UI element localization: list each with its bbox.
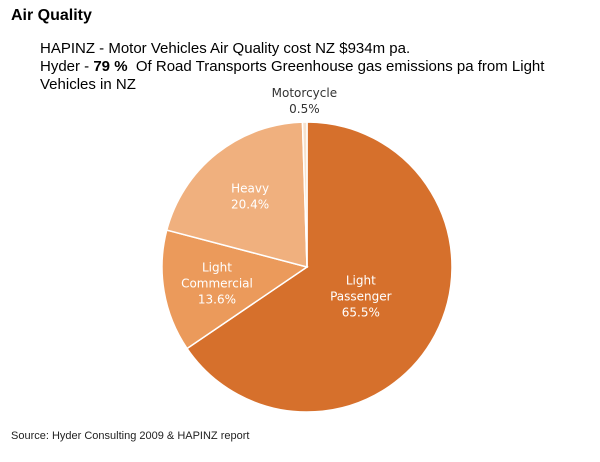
hyder-prefix: Hyder - [40, 58, 94, 75]
pie-slice-light-commercial [161, 229, 309, 350]
pie-label-light-passenger-value: 65.5% [342, 305, 380, 319]
pie-label-motorcycle-value: 0.5% [289, 102, 320, 116]
hyder-percent: 79 % [93, 58, 128, 75]
pie-label-heavy-line1: Heavy [231, 182, 269, 196]
pie-label-light-commercial-line1: Light [202, 260, 232, 274]
pie-slice-heavy [165, 121, 308, 268]
source-note: Source: Hyder Consulting 2009 & HAPINZ r… [11, 430, 250, 442]
hyder-statement-continued: Vehicles in NZ [40, 76, 136, 93]
pie-label-light-passenger-line1: Light [346, 273, 376, 287]
hyder-statement: Hyder - 79 % Of Road Transports Greenhou… [40, 58, 544, 76]
pie-label-light-commercial-value: 13.6% [198, 292, 236, 306]
pie-slice-light-passenger [186, 121, 453, 413]
page-title: Air Quality [11, 7, 92, 24]
pie-label-light-commercial-line2: Commercial [181, 276, 253, 290]
pie-label-motorcycle-line1: Motorcycle [272, 86, 337, 100]
pie-slice-motorcycle [301, 121, 308, 268]
hyder-rest: Of Road Transports Greenhouse gas emissi… [127, 58, 545, 75]
pie-label-heavy-value: 20.4% [231, 198, 269, 212]
pie-label-light-passenger-line2: Passenger [330, 289, 392, 303]
hapinz-statement: HAPINZ - Motor Vehicles Air Quality cost… [40, 40, 411, 57]
